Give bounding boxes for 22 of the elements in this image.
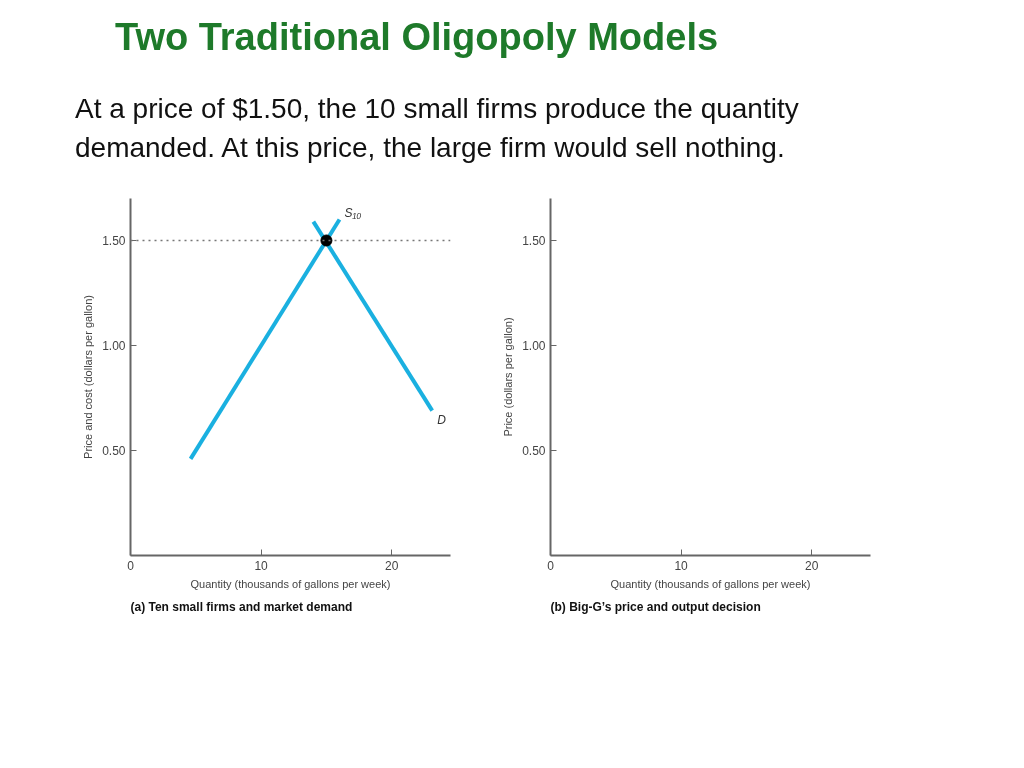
text: (b) Big-G’s price and output decision bbox=[550, 599, 761, 614]
x-axis-title: Quantity (thousands of gallons per week) bbox=[610, 577, 811, 590]
chart-title: Two Traditional Oligopoly Models bbox=[115, 15, 719, 60]
y-tick-label: 0.50 bbox=[102, 443, 126, 458]
x-tick-label: 0 bbox=[127, 558, 135, 573]
y-tick-label: 1.50 bbox=[522, 233, 546, 248]
y-tick-label: 0.50 bbox=[522, 443, 546, 458]
text: (a) Ten small firms and market demand bbox=[130, 599, 353, 614]
x-axis-title: Quantity (thousands of gallons per week) bbox=[190, 577, 391, 590]
series-label: S₁₀ bbox=[344, 205, 362, 220]
x-tick-label: 20 bbox=[805, 558, 819, 573]
y-tick-label: 1.00 bbox=[522, 338, 546, 353]
x-tick-label: 20 bbox=[385, 558, 399, 573]
series-label: D bbox=[437, 412, 447, 427]
y-tick-label: 1.50 bbox=[102, 233, 126, 248]
y-axis-title: Price and cost (dollars per gallon) bbox=[82, 294, 95, 459]
x-tick-label: 0 bbox=[547, 558, 555, 573]
y-axis-title: Price (dollars per gallon) bbox=[502, 317, 515, 437]
y-tick-label: 1.00 bbox=[102, 338, 126, 353]
chart-subtitle: At a price of $1.50, the 10 small firms produce the quantity demanded. At this price, the large firm would sell nothing. bbox=[75, 92, 800, 166]
x-tick-label: 10 bbox=[254, 558, 269, 573]
x-tick-label: 10 bbox=[674, 558, 689, 573]
